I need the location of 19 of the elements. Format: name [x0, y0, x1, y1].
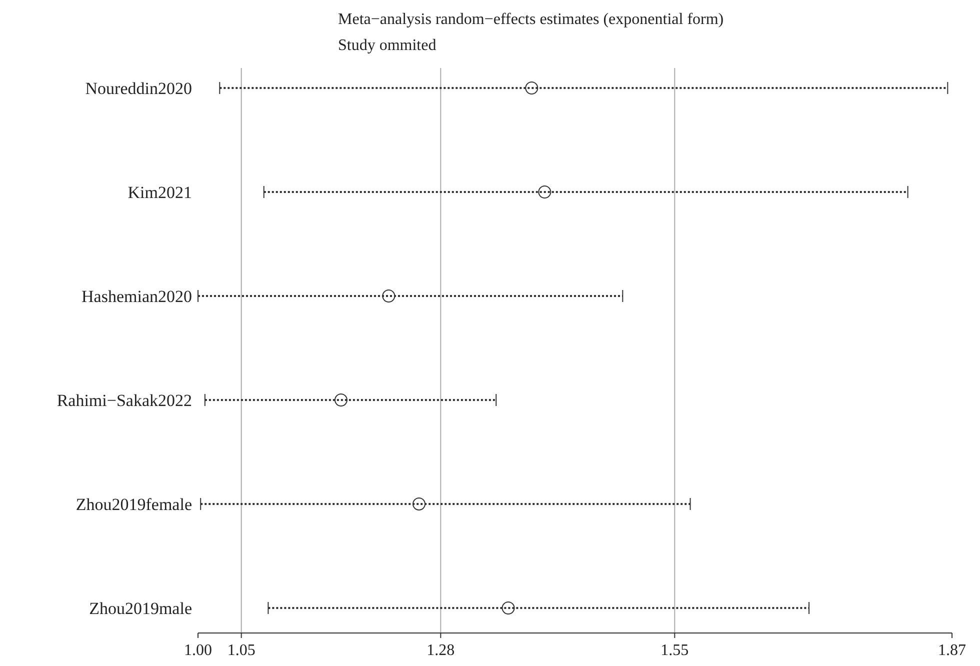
x-tick-label: 1.55: [660, 642, 689, 659]
y-tick-label: Noureddin2020: [85, 79, 192, 98]
x-tick-label: 1.87: [938, 642, 966, 659]
y-tick-label: Zhou2019male: [89, 599, 192, 618]
point: [382, 290, 396, 302]
point: [502, 602, 515, 614]
point: [334, 394, 348, 406]
y-tick-label: Hashemian2020: [82, 287, 192, 306]
point: [412, 498, 426, 510]
y-tick-label: Rahimi−Sakak2022: [56, 391, 192, 410]
point: [538, 186, 552, 198]
x-tick-label: 1.00: [184, 642, 212, 659]
point: [525, 82, 538, 94]
chart-subtitle: Study ommited: [338, 37, 436, 54]
x-tick-label: 1.05: [227, 642, 256, 659]
y-tick-label: Kim2021: [128, 183, 192, 202]
y-tick-label: Zhou2019female: [76, 495, 192, 514]
chart-title: Meta−analysis random−effects estimates (exponential form): [338, 11, 724, 28]
x-tick-label: 1.28: [426, 642, 455, 659]
